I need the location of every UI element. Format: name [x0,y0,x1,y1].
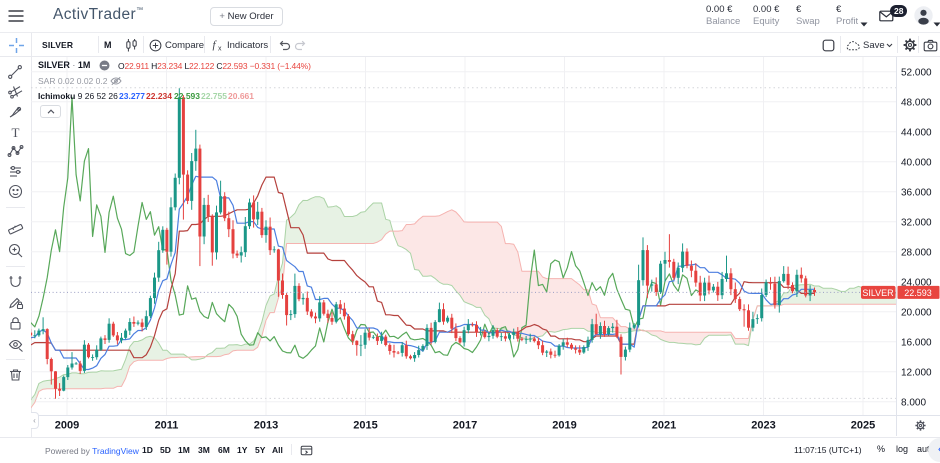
svg-text:48.000: 48.000 [901,97,932,108]
svg-text:2025: 2025 [851,420,875,432]
svg-text:x: x [218,46,222,53]
svg-text:52.000: 52.000 [901,67,932,78]
svg-text:2023: 2023 [751,420,775,432]
svg-text:28.000: 28.000 [901,247,932,258]
svg-text:24.000: 24.000 [901,277,932,288]
svg-text:2009: 2009 [55,420,79,432]
svg-text:44.000: 44.000 [901,127,932,138]
svg-text:20.000: 20.000 [901,307,932,318]
svg-text:2019: 2019 [552,420,576,432]
svg-text:8.000: 8.000 [901,397,926,408]
svg-text:2015: 2015 [353,420,377,432]
svg-text:40.000: 40.000 [901,157,932,168]
svg-text:16.000: 16.000 [901,337,932,348]
svg-text:2017: 2017 [453,420,477,432]
svg-text:SILVER: SILVER [862,288,894,298]
svg-text:22.593: 22.593 [904,288,932,298]
svg-text:T: T [12,125,20,140]
svg-text:36.000: 36.000 [901,187,932,198]
svg-text:2021: 2021 [652,420,676,432]
svg-text:32.000: 32.000 [901,217,932,228]
svg-text:2011: 2011 [155,420,179,432]
svg-text:f: f [213,39,218,51]
svg-text:2013: 2013 [254,420,278,432]
svg-text:12.000: 12.000 [901,367,932,378]
